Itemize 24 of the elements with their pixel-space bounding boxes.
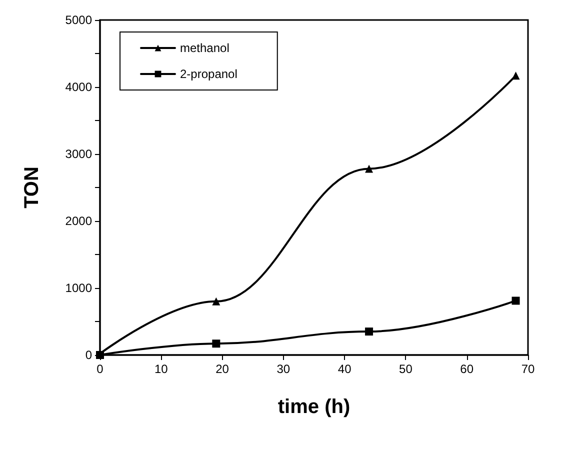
- y-tick-label: 5000: [65, 13, 92, 27]
- x-tick-label: 20: [216, 362, 230, 376]
- x-tick-label: 10: [154, 362, 168, 376]
- legend-label: methanol: [180, 41, 230, 55]
- y-tick-label: 1000: [65, 281, 92, 295]
- x-tick-label: 0: [96, 362, 104, 376]
- legend-label: 2-propanol: [180, 67, 238, 81]
- y-tick-label: 0: [85, 348, 92, 362]
- point: [365, 164, 374, 173]
- y-tick-label: 2000: [65, 214, 92, 228]
- x-axis-title: time (h): [278, 396, 350, 418]
- x-tick-label: 40: [338, 362, 352, 376]
- point: [365, 328, 374, 336]
- x-tick-label: 60: [460, 362, 474, 376]
- point: [212, 297, 220, 306]
- y-axis-title: TON: [21, 166, 43, 208]
- point: [512, 296, 520, 305]
- point: [512, 72, 520, 80]
- x-tick-label: 30: [276, 362, 290, 376]
- point: [212, 340, 220, 348]
- y-tick-label: 4000: [65, 80, 92, 94]
- y-tick-label: 3000: [65, 147, 92, 161]
- x-tick-label: 70: [521, 362, 535, 376]
- x-tick-label: 50: [399, 362, 413, 376]
